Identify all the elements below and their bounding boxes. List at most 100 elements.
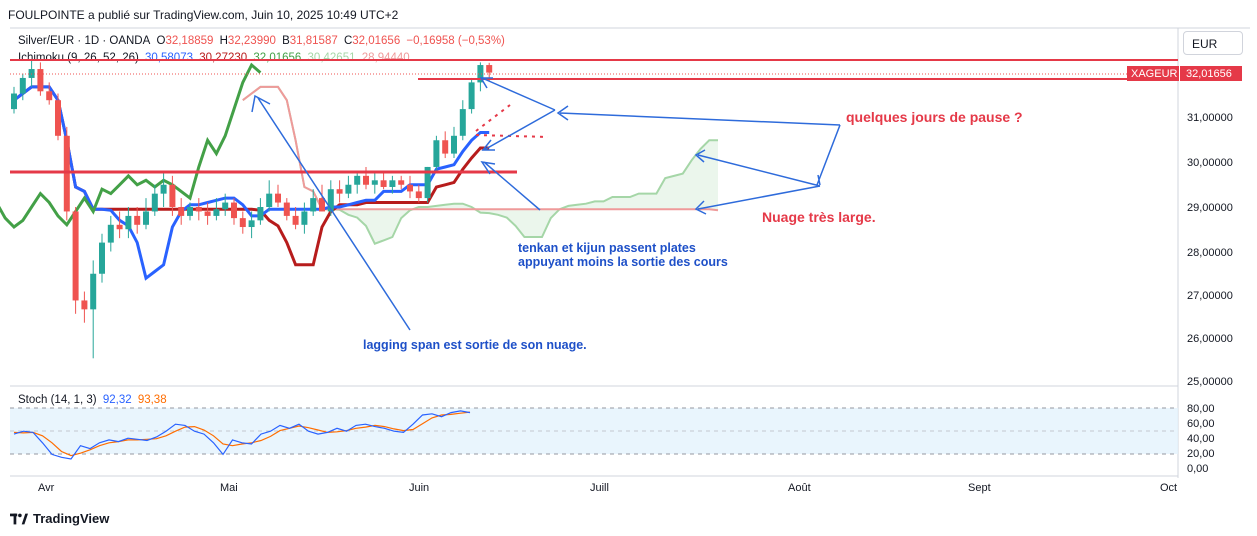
- candle-body: [169, 184, 176, 207]
- time-tick: Juin: [409, 482, 429, 494]
- candle-body: [248, 220, 255, 228]
- candle-body: [327, 189, 334, 212]
- candle-body: [11, 93, 17, 110]
- candle-body: [398, 180, 405, 185]
- pause-dotted-1[interactable]: [475, 104, 511, 132]
- candle-body: [389, 180, 396, 187]
- annotation-tenkan-1[interactable]: tenkan et kijun passent plates: [518, 241, 696, 255]
- candle-body: [81, 300, 88, 310]
- candle-body: [275, 193, 281, 203]
- candle-body: [310, 198, 317, 212]
- candle-body: [231, 202, 237, 219]
- symbol-name[interactable]: Silver/EUR · 1D · OANDA: [18, 35, 151, 47]
- candle-body: [63, 135, 70, 212]
- stoch-layer: [13, 410, 471, 460]
- candle-body: [195, 207, 202, 212]
- stoch-k-line: [13, 410, 471, 460]
- last-price-label: 32,01656: [1186, 68, 1232, 80]
- candle-body: [433, 140, 440, 167]
- last-price-tag: XAGEUR: [1131, 68, 1178, 80]
- price-tick: 31,00000: [1187, 112, 1233, 124]
- time-tick: Août: [788, 482, 811, 494]
- annotation-cloud[interactable]: Nuage très large.: [762, 209, 876, 225]
- stoch-axis[interactable]: 80,00 60,00 40,00 20,00 0,00: [1187, 403, 1215, 475]
- stoch-k-value: 92,32: [102, 394, 132, 406]
- price-tick: 30,00000: [1187, 157, 1233, 169]
- open-value: 32,18859: [165, 35, 214, 47]
- low-label: B: [282, 35, 290, 47]
- time-tick: Sept: [968, 482, 991, 494]
- candle-body: [107, 224, 114, 243]
- close-value: 32,01656: [352, 35, 401, 47]
- stoch-tick: 20,00: [1187, 448, 1215, 460]
- symbol-legend[interactable]: Silver/EUR · 1D · OANDA O32,18859 H32,23…: [18, 35, 508, 47]
- high-value: 32,23990: [227, 35, 276, 47]
- chikou-span-line: [0, 62, 262, 229]
- candle-body: [336, 189, 343, 194]
- candle-body: [72, 211, 79, 301]
- candle-body: [345, 184, 352, 194]
- pause-dotted-2[interactable]: [475, 134, 549, 138]
- candle-body: [134, 215, 141, 225]
- stoch-label[interactable]: Stoch (14, 1, 3): [18, 394, 97, 406]
- candle-body: [301, 211, 308, 225]
- candle-body: [442, 140, 449, 154]
- candle-body: [354, 175, 361, 185]
- tradingview-logo-icon: [10, 513, 28, 524]
- tenkan-sen-line: [13, 85, 490, 281]
- candle-body: [477, 65, 484, 83]
- currency-selector[interactable]: EUR: [1183, 31, 1243, 55]
- candle-body: [319, 198, 325, 212]
- candle-body: [116, 224, 123, 230]
- cloud-layer: [242, 85, 719, 245]
- candle-body: [187, 207, 193, 216]
- stoch-tick: 0,00: [1187, 463, 1208, 475]
- price-axis[interactable]: 31,00000 30,00000 29,00000 28,00000 27,0…: [1187, 112, 1233, 388]
- candle-body: [160, 184, 167, 194]
- price-tick: 27,00000: [1187, 290, 1233, 302]
- time-tick: Mai: [220, 482, 238, 494]
- price-tick: 29,00000: [1187, 202, 1233, 214]
- candle-body: [257, 207, 264, 221]
- time-tick: Avr: [38, 482, 55, 494]
- candle-body: [204, 211, 211, 216]
- open-label: O: [156, 35, 166, 47]
- stoch-legend[interactable]: Stoch (14, 1, 3) 92,32 93,38: [18, 394, 170, 406]
- annotation-pause[interactable]: quelques jours de pause ?: [846, 109, 1023, 125]
- candle-body: [151, 193, 158, 212]
- low-value: 31,81587: [289, 35, 338, 47]
- candle-body: [46, 91, 53, 101]
- candle-body: [424, 166, 431, 199]
- candle-body: [292, 215, 299, 225]
- candle-body: [371, 180, 378, 185]
- ichimoku-cloud: [242, 86, 719, 244]
- candle-body: [459, 109, 466, 136]
- candle-body: [213, 209, 220, 216]
- candle-body: [125, 215, 132, 230]
- last-price-tag-bg: [1127, 66, 1179, 81]
- candle-body: [222, 202, 229, 210]
- candle-body: [239, 218, 246, 228]
- candle-body: [415, 191, 422, 199]
- price-tick: 25,00000: [1187, 376, 1233, 388]
- time-tick: Juill: [590, 482, 609, 494]
- candle-body: [451, 135, 457, 154]
- candle-body: [468, 82, 475, 110]
- time-tick: Oct: [1160, 482, 1177, 494]
- candle-body: [178, 207, 185, 216]
- high-label: H: [219, 35, 228, 47]
- close-label: C: [343, 35, 353, 47]
- annotation-arrows[interactable]: [251, 77, 841, 331]
- price-tick: 26,00000: [1187, 333, 1233, 345]
- annotation-lagging[interactable]: lagging span est sortie de son nuage.: [363, 338, 587, 352]
- candle-body: [380, 180, 387, 187]
- candle-body: [407, 184, 413, 192]
- annotation-tenkan-2[interactable]: appuyant moins la sortie des cours: [518, 255, 728, 269]
- change-value: −0,16958 (−0,53%): [406, 35, 505, 47]
- candle-body: [283, 202, 290, 216]
- tradingview-footer[interactable]: TradingView: [10, 511, 109, 526]
- time-axis[interactable]: Avr Mai Juin Juill Août Sept Oct: [38, 482, 1177, 494]
- candle-body: [486, 65, 493, 73]
- candle-body: [55, 100, 61, 136]
